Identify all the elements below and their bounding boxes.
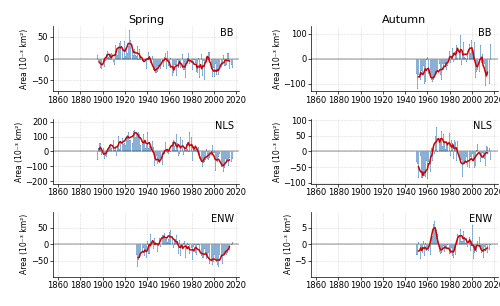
Y-axis label: Area (10⁻³ km²): Area (10⁻³ km²) [284,214,292,274]
Y-axis label: Area (10⁻³ km²): Area (10⁻³ km²) [273,28,282,89]
Title: Spring: Spring [128,15,164,25]
Text: BB: BB [478,28,492,38]
Y-axis label: Area (10⁻³ km²): Area (10⁻³ km²) [20,28,30,89]
Text: ENW: ENW [469,214,492,224]
Text: ENW: ENW [210,214,234,224]
Y-axis label: Area (10⁻³ km²): Area (10⁻³ km²) [20,214,30,274]
Text: NLS: NLS [473,121,492,131]
Y-axis label: Area (10⁻³ km²): Area (10⁻³ km²) [15,121,24,181]
Text: BB: BB [220,28,234,38]
Text: NLS: NLS [215,121,234,131]
Y-axis label: Area (10⁻³ km²): Area (10⁻³ km²) [273,121,282,181]
Title: Autumn: Autumn [382,15,426,25]
